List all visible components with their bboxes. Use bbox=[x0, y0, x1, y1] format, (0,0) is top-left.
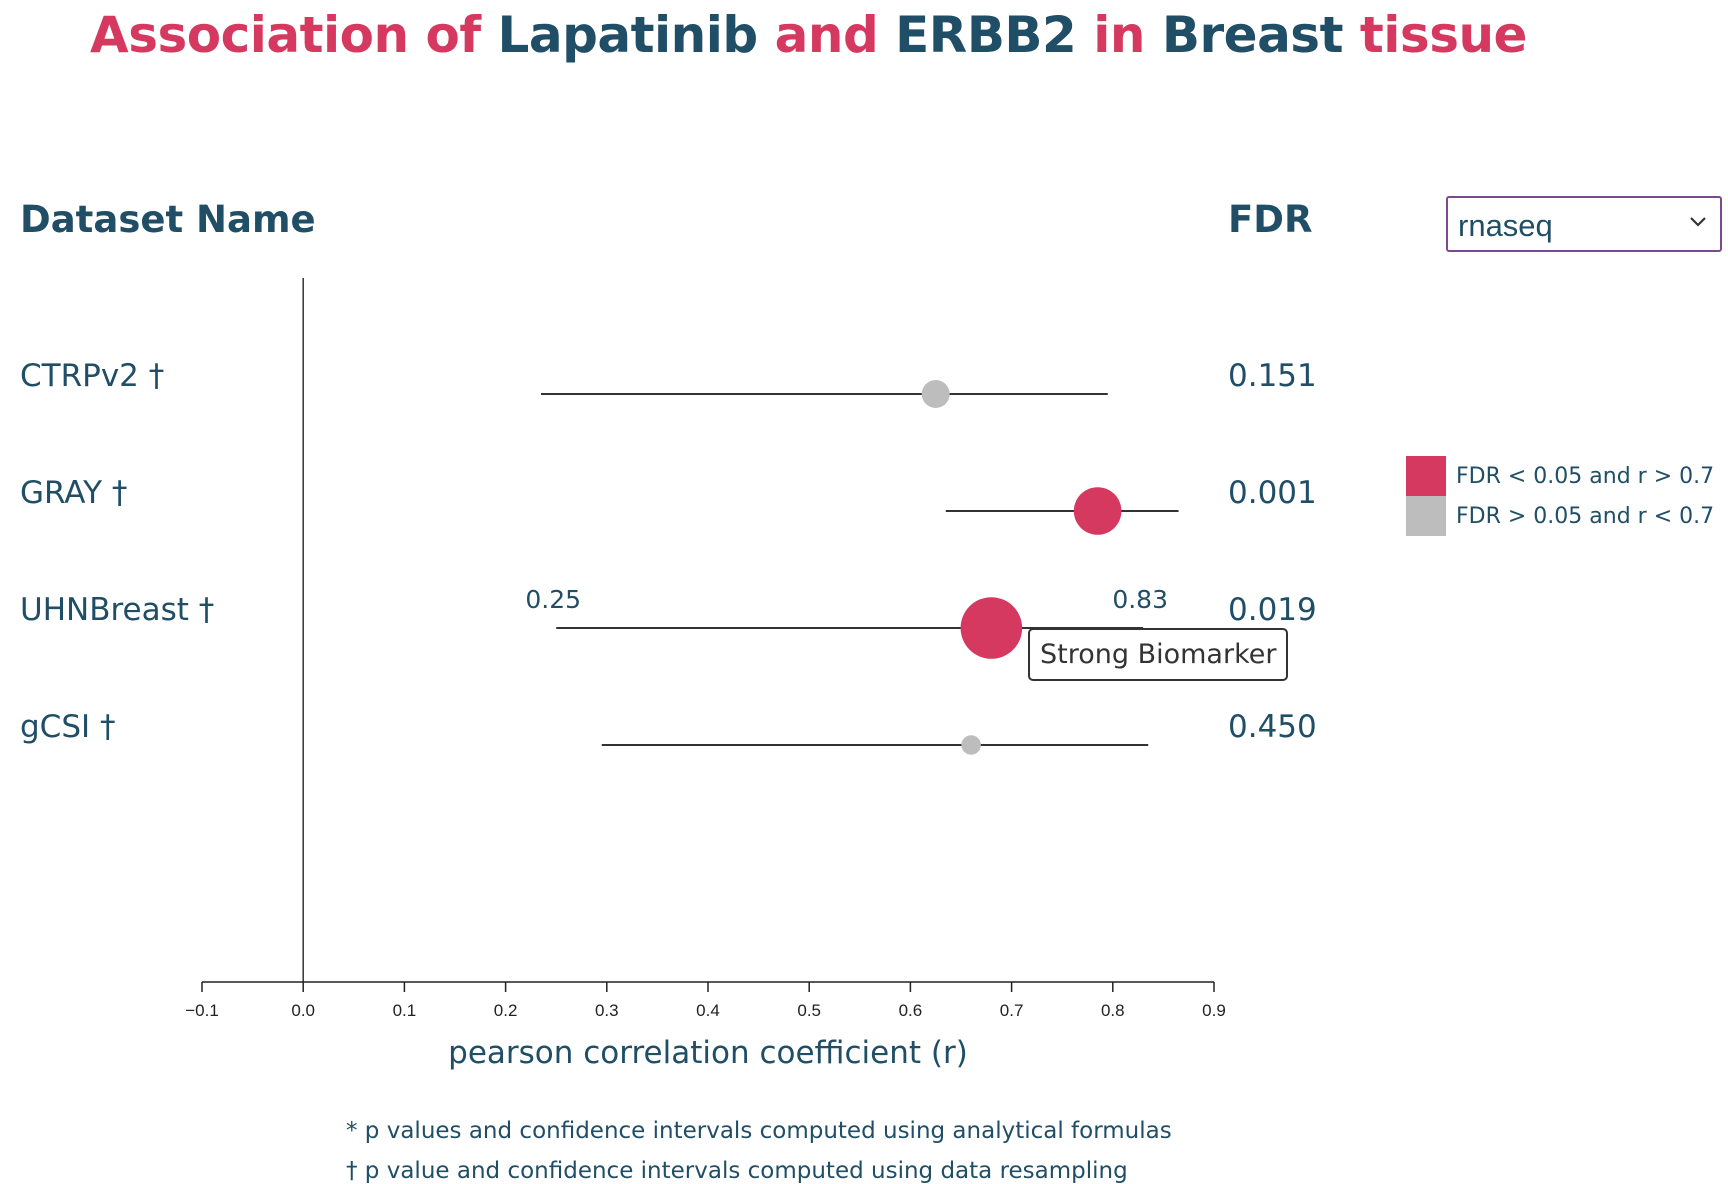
point-estimate[interactable] bbox=[1073, 487, 1122, 535]
x-tick-label: 0.5 bbox=[797, 1001, 821, 1020]
chevron-down-icon bbox=[1690, 217, 1706, 227]
ci-upper-label: 0.83 bbox=[1112, 585, 1168, 614]
legend-swatch-nonsignificant bbox=[1406, 496, 1446, 536]
x-tick-label: 0.7 bbox=[1000, 1001, 1024, 1020]
point-estimate[interactable] bbox=[921, 380, 950, 408]
dataset-name-header: Dataset Name bbox=[20, 198, 316, 241]
legend-label: FDR < 0.05 and r > 0.7 bbox=[1456, 464, 1715, 489]
fdr-value: 0.151 bbox=[1228, 358, 1317, 394]
x-tick-label: 0.4 bbox=[696, 1001, 720, 1020]
x-tick-label: −0.1 bbox=[185, 1001, 219, 1020]
x-axis-ticks: −0.1 0.0 0.1 0.2 0.3 0.4 0.5 0.6 0.7 0.8 0.9 bbox=[185, 982, 1226, 1020]
point-estimate[interactable] bbox=[961, 735, 981, 755]
x-tick-label: 0.8 bbox=[1101, 1001, 1125, 1020]
footnote-resampling: † p value and confidence intervals compu… bbox=[346, 1158, 1128, 1184]
dataset-label: CTRPv2 † bbox=[20, 358, 165, 394]
ci-lower-label: 0.25 bbox=[525, 585, 581, 614]
title-gene: ERBB2 bbox=[895, 6, 1077, 64]
dataset-label: UHNBreast † bbox=[20, 592, 215, 628]
title-part: in bbox=[1076, 6, 1162, 64]
forest-rows bbox=[541, 380, 1179, 755]
point-estimate[interactable] bbox=[960, 597, 1023, 659]
title-part: and bbox=[757, 6, 896, 64]
title-part: tissue bbox=[1342, 6, 1528, 64]
ci-labels: 0.25 0.83 bbox=[525, 585, 1168, 614]
legend-label: FDR > 0.05 and r < 0.7 bbox=[1456, 504, 1715, 529]
fdr-header: FDR bbox=[1228, 198, 1313, 241]
title-tissue: Breast bbox=[1161, 6, 1344, 64]
x-axis-title: pearson correlation coefficient (r) bbox=[448, 1035, 968, 1071]
legend-swatch-significant bbox=[1406, 456, 1446, 496]
data-type-select[interactable]: rnaseq bbox=[1446, 196, 1722, 252]
title-drug: Lapatinib bbox=[497, 6, 759, 64]
page-title: Association of Lapatinib and ERBB2 in Br… bbox=[90, 6, 1527, 64]
x-tick-label: 0.2 bbox=[494, 1001, 518, 1020]
x-tick-label: 0.0 bbox=[291, 1001, 315, 1020]
fdr-value: 0.450 bbox=[1228, 709, 1317, 745]
data-type-select-value: rnaseq bbox=[1458, 208, 1553, 243]
tooltip: Strong Biomarker bbox=[1028, 628, 1289, 681]
x-tick-label: 0.6 bbox=[899, 1001, 923, 1020]
footnote-analytical: * p values and confidence intervals comp… bbox=[346, 1118, 1172, 1144]
fdr-value: 0.019 bbox=[1228, 592, 1317, 628]
x-tick-label: 0.3 bbox=[595, 1001, 619, 1020]
dataset-label: gCSI † bbox=[20, 709, 116, 745]
x-tick-label: 0.9 bbox=[1202, 1001, 1226, 1020]
title-part: Association of bbox=[90, 6, 498, 64]
x-tick-label: 0.1 bbox=[393, 1001, 417, 1020]
dataset-label: GRAY † bbox=[20, 475, 128, 511]
fdr-value: 0.001 bbox=[1228, 475, 1317, 511]
